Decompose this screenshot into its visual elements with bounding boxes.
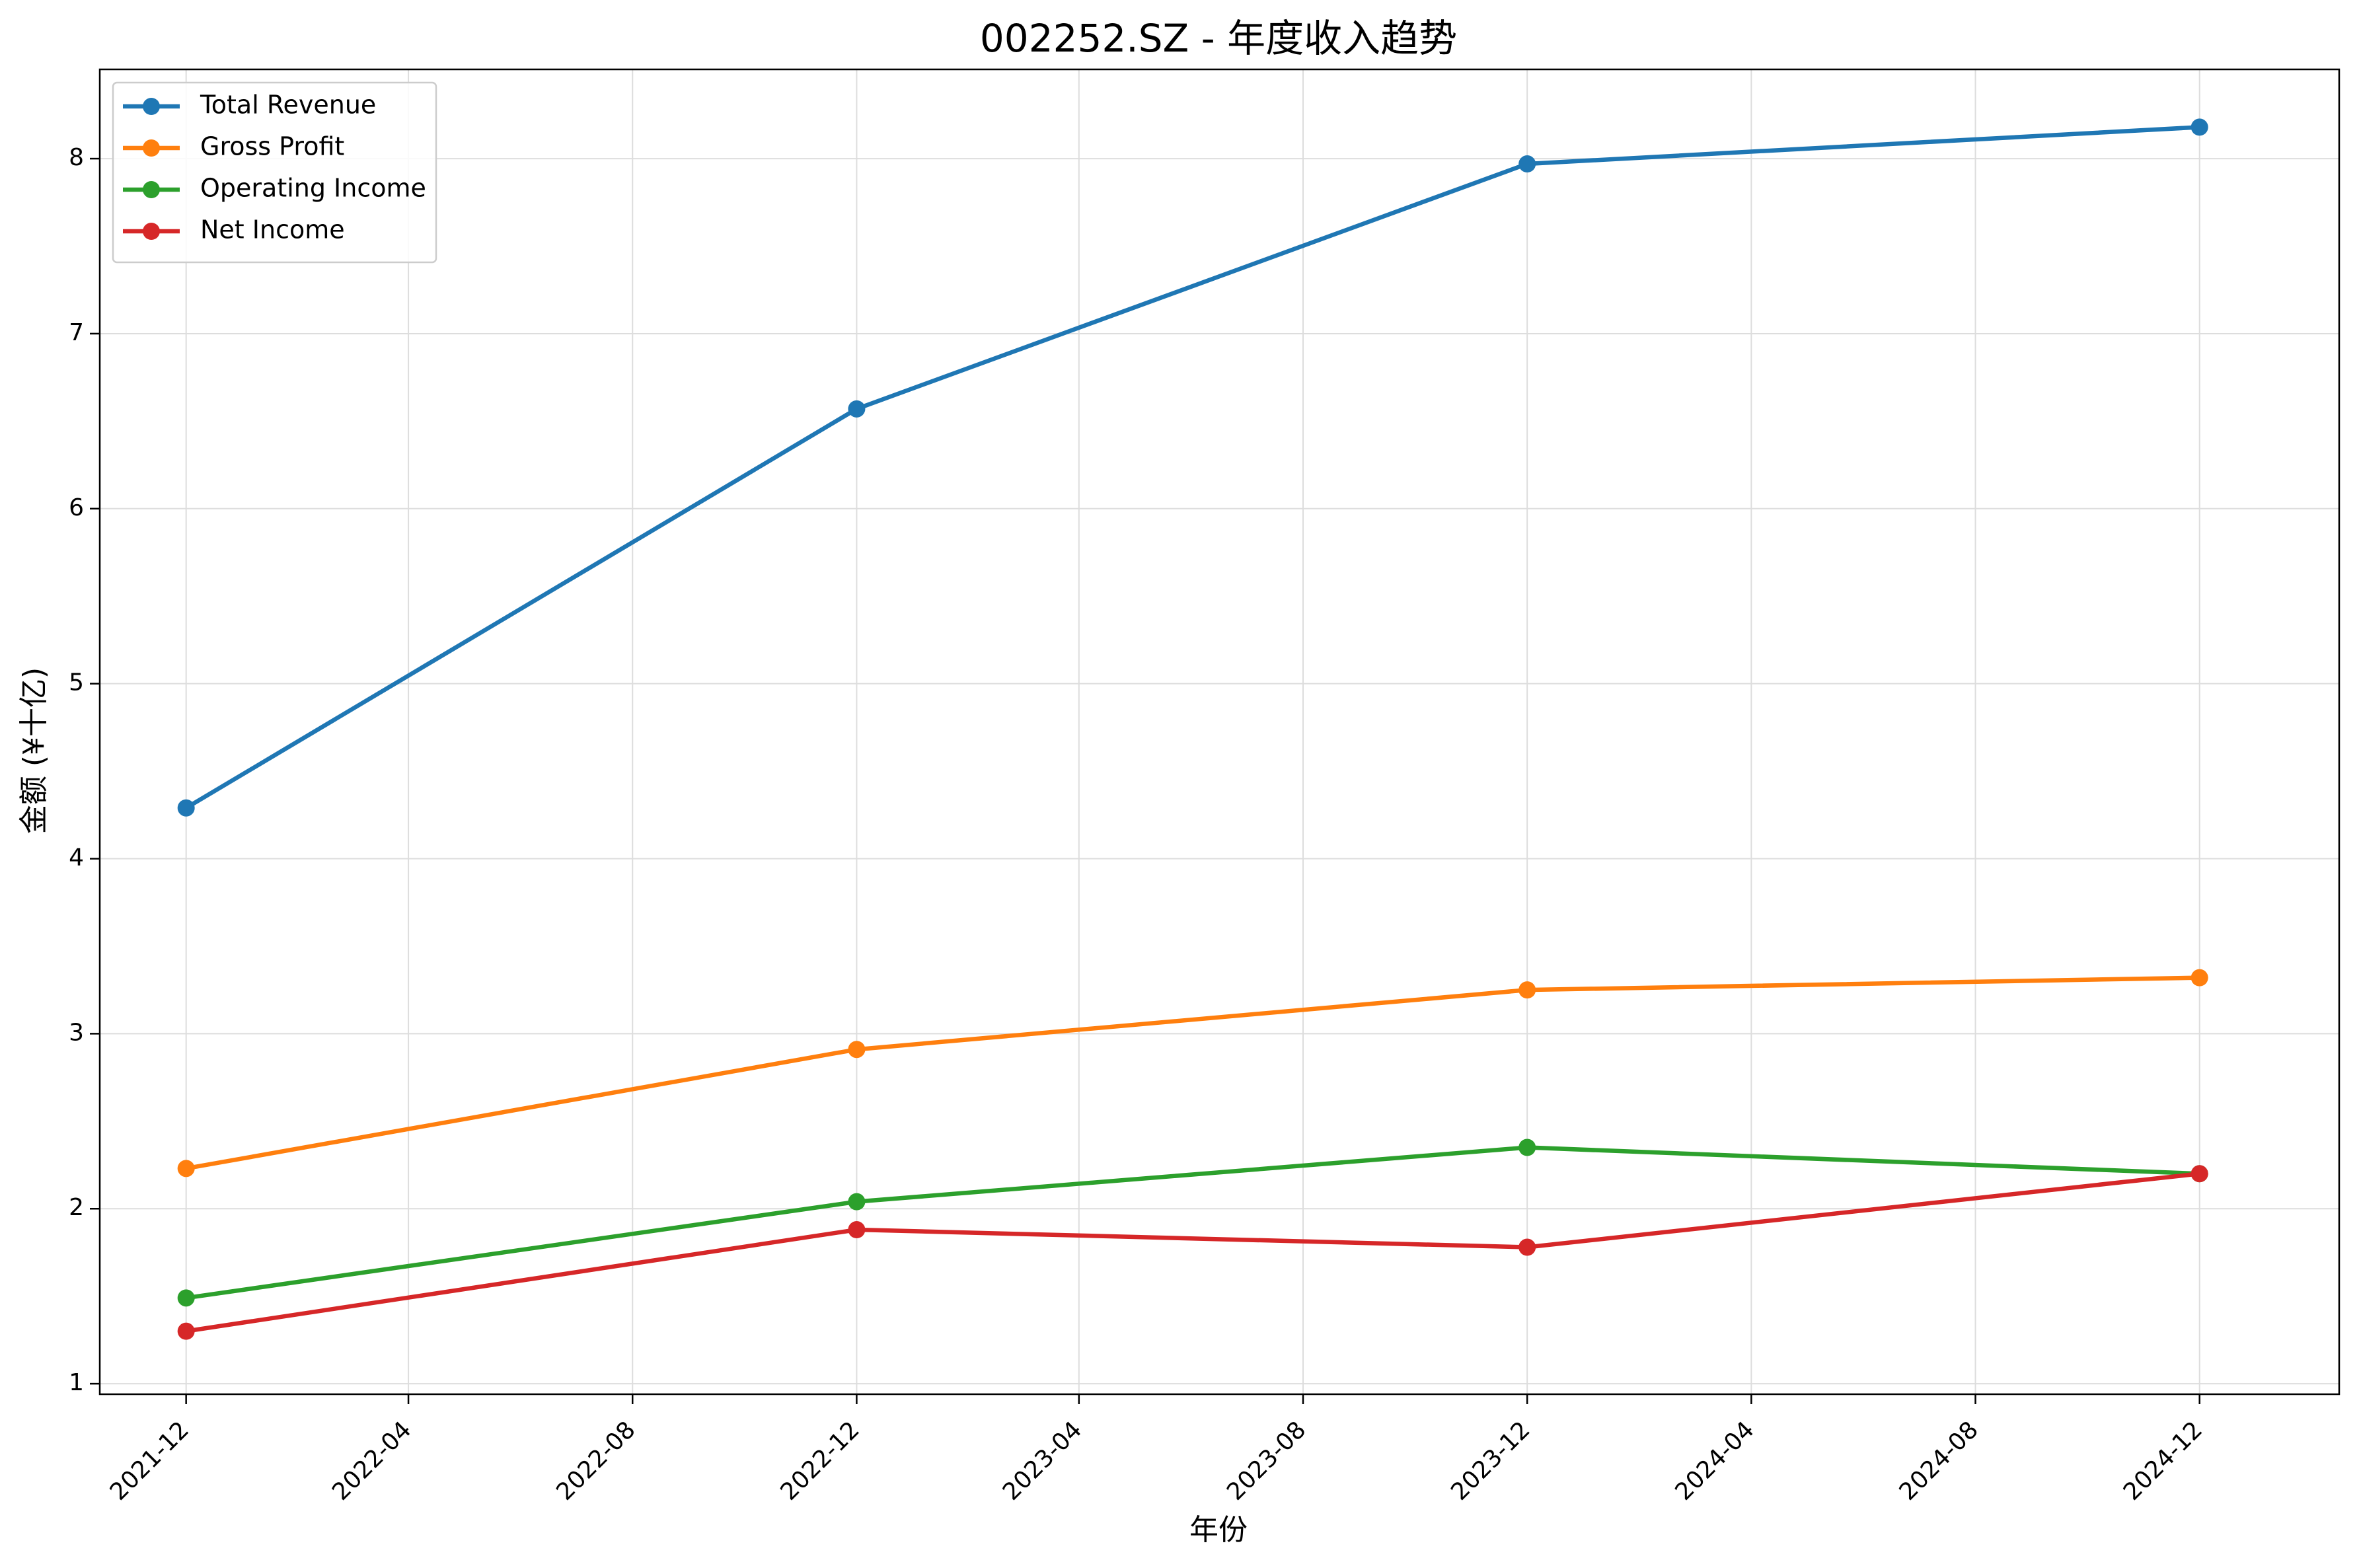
data-point-net-income	[2190, 1165, 2208, 1183]
data-point-net-income	[848, 1221, 866, 1239]
data-point-operating-income	[1518, 1139, 1536, 1156]
plot-frame	[98, 68, 2340, 1396]
y-tick-label: 3	[69, 1019, 84, 1046]
legend-label: Total Revenue	[200, 91, 376, 120]
data-point-total-revenue	[2190, 118, 2208, 136]
legend-swatch-marker	[143, 139, 160, 157]
y-axis: 1 2 3 4 5 6 7 8	[69, 144, 100, 1396]
series-line-total-revenue	[184, 125, 2202, 810]
legend-item-gross-profit: Gross Profit	[123, 132, 344, 161]
data-point-net-income	[177, 1322, 195, 1340]
y-axis-label: 金额 (¥十亿)	[17, 667, 51, 834]
data-point-gross-profit	[2190, 969, 2208, 987]
y-tick-label: 7	[69, 319, 84, 346]
data-point-operating-income	[177, 1289, 195, 1307]
y-tick-label: 6	[69, 494, 84, 521]
series-line-operating-income	[184, 1145, 2202, 1300]
series-line-gross-profit	[184, 975, 2202, 1171]
series-line-net-income	[184, 1172, 2202, 1333]
legend-label: Net Income	[200, 215, 345, 244]
data-point-gross-profit	[848, 1041, 866, 1059]
legend-item-total-revenue: Total Revenue	[123, 91, 376, 120]
legend-item-operating-income: Operating Income	[123, 174, 426, 203]
chart-title: 002252.SZ - 年度收入趋势	[980, 16, 1457, 61]
data-point-total-revenue	[177, 799, 195, 817]
data-point-gross-profit	[1518, 981, 1536, 999]
series-layer	[177, 118, 2208, 1340]
series-total-revenue	[177, 118, 2208, 817]
data-point-total-revenue	[1518, 155, 1536, 173]
series-gross-profit	[177, 969, 2208, 1177]
data-point-gross-profit	[177, 1160, 195, 1177]
legend-label: Operating Income	[200, 174, 426, 203]
series-operating-income	[177, 1139, 2208, 1307]
legend-box	[112, 81, 437, 264]
y-tick-label: 1	[69, 1369, 84, 1396]
y-tick-label: 5	[69, 669, 84, 696]
y-tick-label: 4	[69, 844, 84, 872]
y-tick-label: 2	[69, 1194, 84, 1221]
y-tick-label: 8	[69, 144, 84, 171]
legend: Total Revenue Gross Profit Operating Incom…	[112, 81, 437, 264]
series-net-income	[177, 1165, 2208, 1340]
legend-label: Gross Profit	[200, 132, 344, 161]
grid	[100, 69, 2339, 1394]
x-axis-label: 年份	[1189, 1513, 1248, 1547]
legend-swatch-marker	[143, 223, 160, 240]
data-point-net-income	[1518, 1238, 1536, 1256]
legend-swatch-marker	[143, 181, 160, 198]
data-point-total-revenue	[848, 400, 866, 418]
legend-swatch-marker	[143, 98, 160, 115]
legend-item-net-income: Net Income	[123, 215, 345, 244]
data-point-operating-income	[848, 1193, 866, 1211]
